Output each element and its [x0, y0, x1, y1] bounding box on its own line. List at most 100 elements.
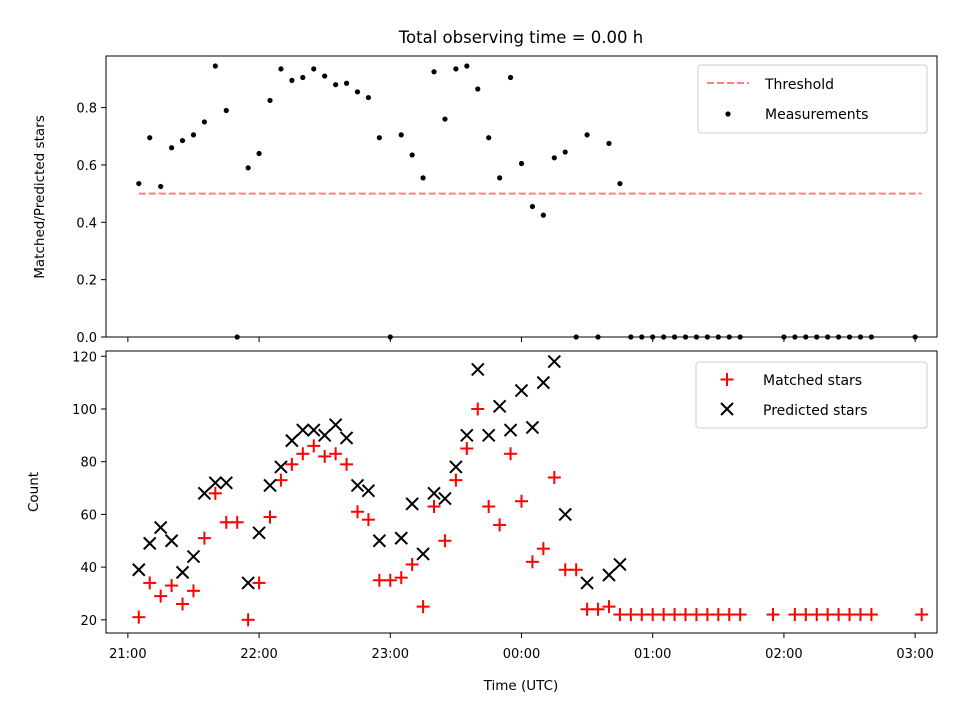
- count-ticks: 20 40 60 80 100 120 21:00 22:00 23:00 00:00 01:00 0…: [72, 350, 934, 662]
- matched-star-point: [350, 505, 364, 519]
- ratio-y-tick-label: 0.8: [76, 102, 97, 117]
- matched-star-point: [821, 608, 835, 622]
- measurement-point: [333, 82, 339, 88]
- predicted-star-point: [153, 520, 168, 535]
- predicted-star-point: [416, 547, 430, 561]
- matched-star-point: [197, 531, 211, 545]
- matched-star-point: [449, 473, 463, 487]
- matched-stars-series: [132, 402, 929, 627]
- count-y-tick-label: 80: [80, 456, 97, 471]
- matched-star-point: [915, 608, 929, 622]
- measurement-point: [201, 119, 208, 125]
- matched-star-point: [504, 447, 518, 461]
- predicted-star-point: [175, 565, 190, 580]
- time-x-tick-label: 23:00: [372, 647, 409, 662]
- matched-star-point: [318, 449, 332, 463]
- matched-star-point: [733, 608, 747, 622]
- matched-star-point: [143, 576, 157, 590]
- predicted-star-point: [143, 536, 157, 551]
- matched-star-point: [405, 557, 419, 571]
- matched-star-point: [602, 600, 616, 614]
- predicted-star-point: [405, 497, 419, 511]
- measurement-point: [212, 63, 218, 69]
- matched-star-point: [176, 597, 190, 611]
- time-x-tick-label: 02:00: [765, 647, 802, 662]
- matched-star-point: [843, 608, 857, 622]
- count-y-axis-label: Count: [26, 472, 42, 512]
- matched-star-point: [208, 486, 222, 500]
- ratio-y-tick-label: 0.6: [76, 159, 97, 174]
- matched-star-point: [230, 515, 244, 529]
- predicted-star-point: [208, 476, 223, 490]
- predicted-star-point: [339, 431, 354, 445]
- predicted-star-point: [536, 375, 551, 390]
- matched-star-point: [788, 608, 802, 622]
- predicted-star-point: [547, 354, 562, 369]
- matched-star-point: [154, 589, 168, 603]
- matched-star-point: [515, 494, 528, 508]
- measurement-point: [497, 175, 503, 181]
- measurement-point: [278, 66, 284, 72]
- matched-star-point: [624, 608, 638, 622]
- measurement-point: [169, 145, 175, 151]
- measurement-point: [475, 86, 481, 92]
- time-x-tick-label: 21:00: [109, 647, 146, 662]
- matched-star-point: [722, 608, 736, 622]
- matched-star-point: [285, 457, 299, 471]
- measurement-point: [300, 74, 306, 81]
- measurement-point: [343, 80, 350, 86]
- predicted-star-point: [285, 433, 299, 448]
- measurement-point: [562, 149, 568, 155]
- matched-star-point: [810, 608, 824, 622]
- matched-star-point: [132, 610, 146, 624]
- measurement-point: [311, 66, 317, 72]
- matched-star-point: [635, 608, 649, 622]
- threshold-legend-label: Threshold: [764, 77, 834, 93]
- matched-star-point: [766, 608, 780, 622]
- measurement-point: [267, 97, 273, 104]
- matched-star-point: [307, 439, 321, 453]
- matched-star-point: [569, 563, 583, 577]
- predicted-star-point: [514, 383, 529, 398]
- ratio-y-tick-label: 0.4: [76, 216, 97, 231]
- predicted-star-point: [263, 478, 277, 493]
- measurement-point: [507, 74, 514, 81]
- measurement-point: [486, 135, 492, 141]
- measurements-legend-swatch: [725, 111, 731, 117]
- time-x-axis-label: Time (UTC): [483, 678, 559, 694]
- predicted-star-point: [186, 549, 201, 564]
- measurement-point: [256, 150, 262, 157]
- count-y-tick-label: 60: [80, 508, 97, 523]
- measurement-point: [136, 180, 142, 187]
- matched-star-point: [679, 608, 693, 622]
- matched-star-point: [700, 608, 714, 622]
- matched-star-point: [383, 573, 397, 587]
- count-legend-box: [695, 361, 928, 429]
- matched-star-point: [853, 608, 867, 622]
- predicted-legend-label: Predicted stars: [763, 403, 868, 419]
- measurement-point: [223, 107, 229, 114]
- measurement-point: [420, 175, 426, 181]
- matched-star-point: [668, 608, 682, 622]
- matched-legend-label: Matched stars: [763, 373, 862, 389]
- count-y-tick-label: 40: [80, 561, 97, 576]
- predicted-star-point: [471, 362, 485, 377]
- measurement-point: [453, 66, 459, 72]
- predicted-star-point: [372, 534, 387, 548]
- measurement-point: [289, 77, 295, 83]
- measurement-point: [322, 73, 328, 79]
- count-legend: Matched stars Predicted stars: [695, 361, 928, 429]
- measurement-point: [518, 160, 525, 167]
- measurement-point: [529, 203, 536, 210]
- predicted-star-point: [252, 526, 266, 540]
- matched-star-point: [296, 447, 310, 461]
- matched-star-point: [252, 576, 266, 590]
- predicted-star-point: [274, 460, 288, 474]
- measurement-point: [179, 137, 186, 144]
- matched-legend-swatch: [720, 373, 734, 386]
- predicted-star-point: [460, 428, 474, 443]
- count-y-tick-label: 120: [72, 350, 97, 365]
- matched-star-point: [525, 555, 539, 569]
- matched-star-point: [657, 608, 671, 622]
